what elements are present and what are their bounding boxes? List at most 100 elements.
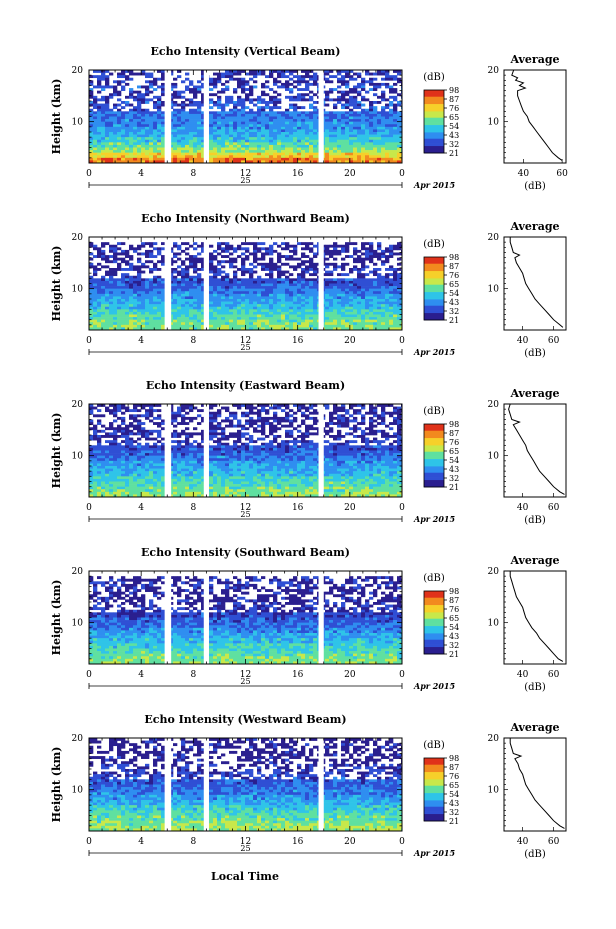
heatmap-cell	[357, 324, 362, 328]
heatmap-cell	[93, 291, 98, 295]
heatmap-cell	[357, 85, 362, 89]
panel-title: Echo Intensity (Vertical Beam)	[150, 45, 340, 58]
heatmap-cell	[121, 111, 126, 115]
heatmap-cell	[397, 80, 402, 84]
heatmap-cell	[373, 93, 378, 97]
heatmap-cell	[161, 142, 166, 146]
heatmap-cell	[161, 121, 166, 125]
colorbar-segment	[424, 98, 444, 100]
heatmap-cell	[233, 319, 238, 323]
heatmap-cell	[389, 116, 394, 120]
heatmap-cell	[153, 139, 158, 143]
x-tick-label: 16	[292, 336, 304, 346]
heatmap-cell	[121, 306, 126, 310]
heatmap-cell	[189, 137, 194, 141]
heatmap-cell	[341, 319, 346, 323]
heatmap-cell	[285, 150, 290, 153]
heatmap-cell	[121, 150, 126, 153]
heatmap-cell	[325, 144, 330, 148]
heatmap-cell	[289, 317, 294, 320]
heatmap-cell	[313, 244, 318, 248]
heatmap-cell	[185, 121, 190, 125]
heatmap-cell	[393, 77, 398, 81]
y-axis-label: Height (km)	[50, 79, 63, 155]
heatmap-cell	[125, 95, 130, 99]
heatmap-cell	[181, 286, 186, 289]
heatmap-cell	[301, 255, 306, 258]
heatmap-cell	[261, 291, 266, 295]
heatmap-cell	[241, 311, 246, 315]
heatmap-cell	[97, 142, 102, 146]
heatmap-cell	[101, 85, 106, 89]
heatmap-cell	[257, 129, 262, 133]
heatmap-cell	[249, 111, 254, 115]
heatmap-cell	[237, 132, 242, 135]
heatmap-cell	[289, 139, 294, 143]
heatmap-cell	[361, 108, 366, 112]
heatmap-cell	[121, 406, 126, 410]
heatmap-cell	[153, 113, 158, 117]
heatmap-cell	[373, 299, 378, 302]
heatmap-cell	[101, 299, 106, 302]
heatmap-cell	[341, 134, 346, 138]
heatmap-cell	[345, 322, 350, 326]
heatmap-cell	[153, 242, 158, 246]
heatmap-cell	[173, 306, 178, 310]
heatmap-cell	[369, 139, 374, 143]
heatmap-cell	[153, 278, 158, 282]
heatmap-cell	[193, 129, 198, 133]
heatmap-cell	[309, 311, 314, 315]
heatmap-cell	[121, 157, 126, 161]
heatmap-cell	[349, 129, 354, 133]
heatmap-cell	[393, 299, 398, 302]
heatmap-cell	[289, 142, 294, 146]
heatmap-cell	[301, 304, 306, 308]
heatmap-cell	[357, 293, 362, 297]
heatmap-cell	[397, 317, 402, 320]
heatmap-cell	[133, 90, 138, 94]
heatmap-cell	[245, 404, 250, 407]
heatmap-cell	[137, 273, 142, 277]
heatmap-cell	[345, 150, 350, 153]
heatmap-cell	[289, 280, 294, 284]
heatmap-cell	[309, 150, 314, 153]
heatmap-cell	[173, 296, 178, 300]
heatmap-cell	[225, 314, 230, 318]
heatmap-cell	[261, 126, 266, 130]
heatmap-cell	[253, 147, 258, 151]
heatmap-cell	[337, 273, 342, 277]
heatmap-cell	[97, 103, 102, 107]
heatmap-cell	[109, 247, 114, 251]
heatmap-cell	[385, 72, 390, 76]
heatmap-cell	[277, 406, 282, 410]
heatmap-cell	[225, 129, 230, 133]
colorbar-segment	[424, 292, 444, 295]
colorbar-segment	[424, 278, 444, 280]
heatmap-cell	[113, 244, 118, 248]
heatmap-cell	[313, 160, 318, 163]
heatmap-cell	[209, 132, 214, 135]
heatmap-cell	[145, 255, 150, 258]
heatmap-cell	[161, 116, 166, 120]
heatmap-cell	[129, 134, 134, 138]
heatmap-cell	[257, 280, 262, 284]
heatmap-cell	[181, 119, 186, 122]
heatmap-cell	[361, 252, 366, 256]
heatmap-cell	[245, 406, 250, 410]
heatmap-cell	[201, 82, 206, 86]
heatmap-cell	[305, 116, 310, 120]
heatmap-cell	[201, 113, 206, 117]
heatmap-cell	[309, 137, 314, 141]
heatmap-cell	[357, 327, 362, 330]
heatmap-cell	[149, 137, 154, 141]
heatmap-cell	[345, 247, 350, 251]
heatmap-cell	[385, 260, 390, 264]
heatmap-cell	[177, 90, 182, 94]
heatmap-cell	[361, 265, 366, 269]
heatmap-cell	[237, 322, 242, 326]
heatmap-cell	[133, 283, 138, 287]
heatmap-cell	[297, 75, 302, 79]
heatmap-cell	[369, 322, 374, 326]
heatmap-cell	[197, 80, 202, 84]
heatmap-cell	[369, 406, 374, 410]
